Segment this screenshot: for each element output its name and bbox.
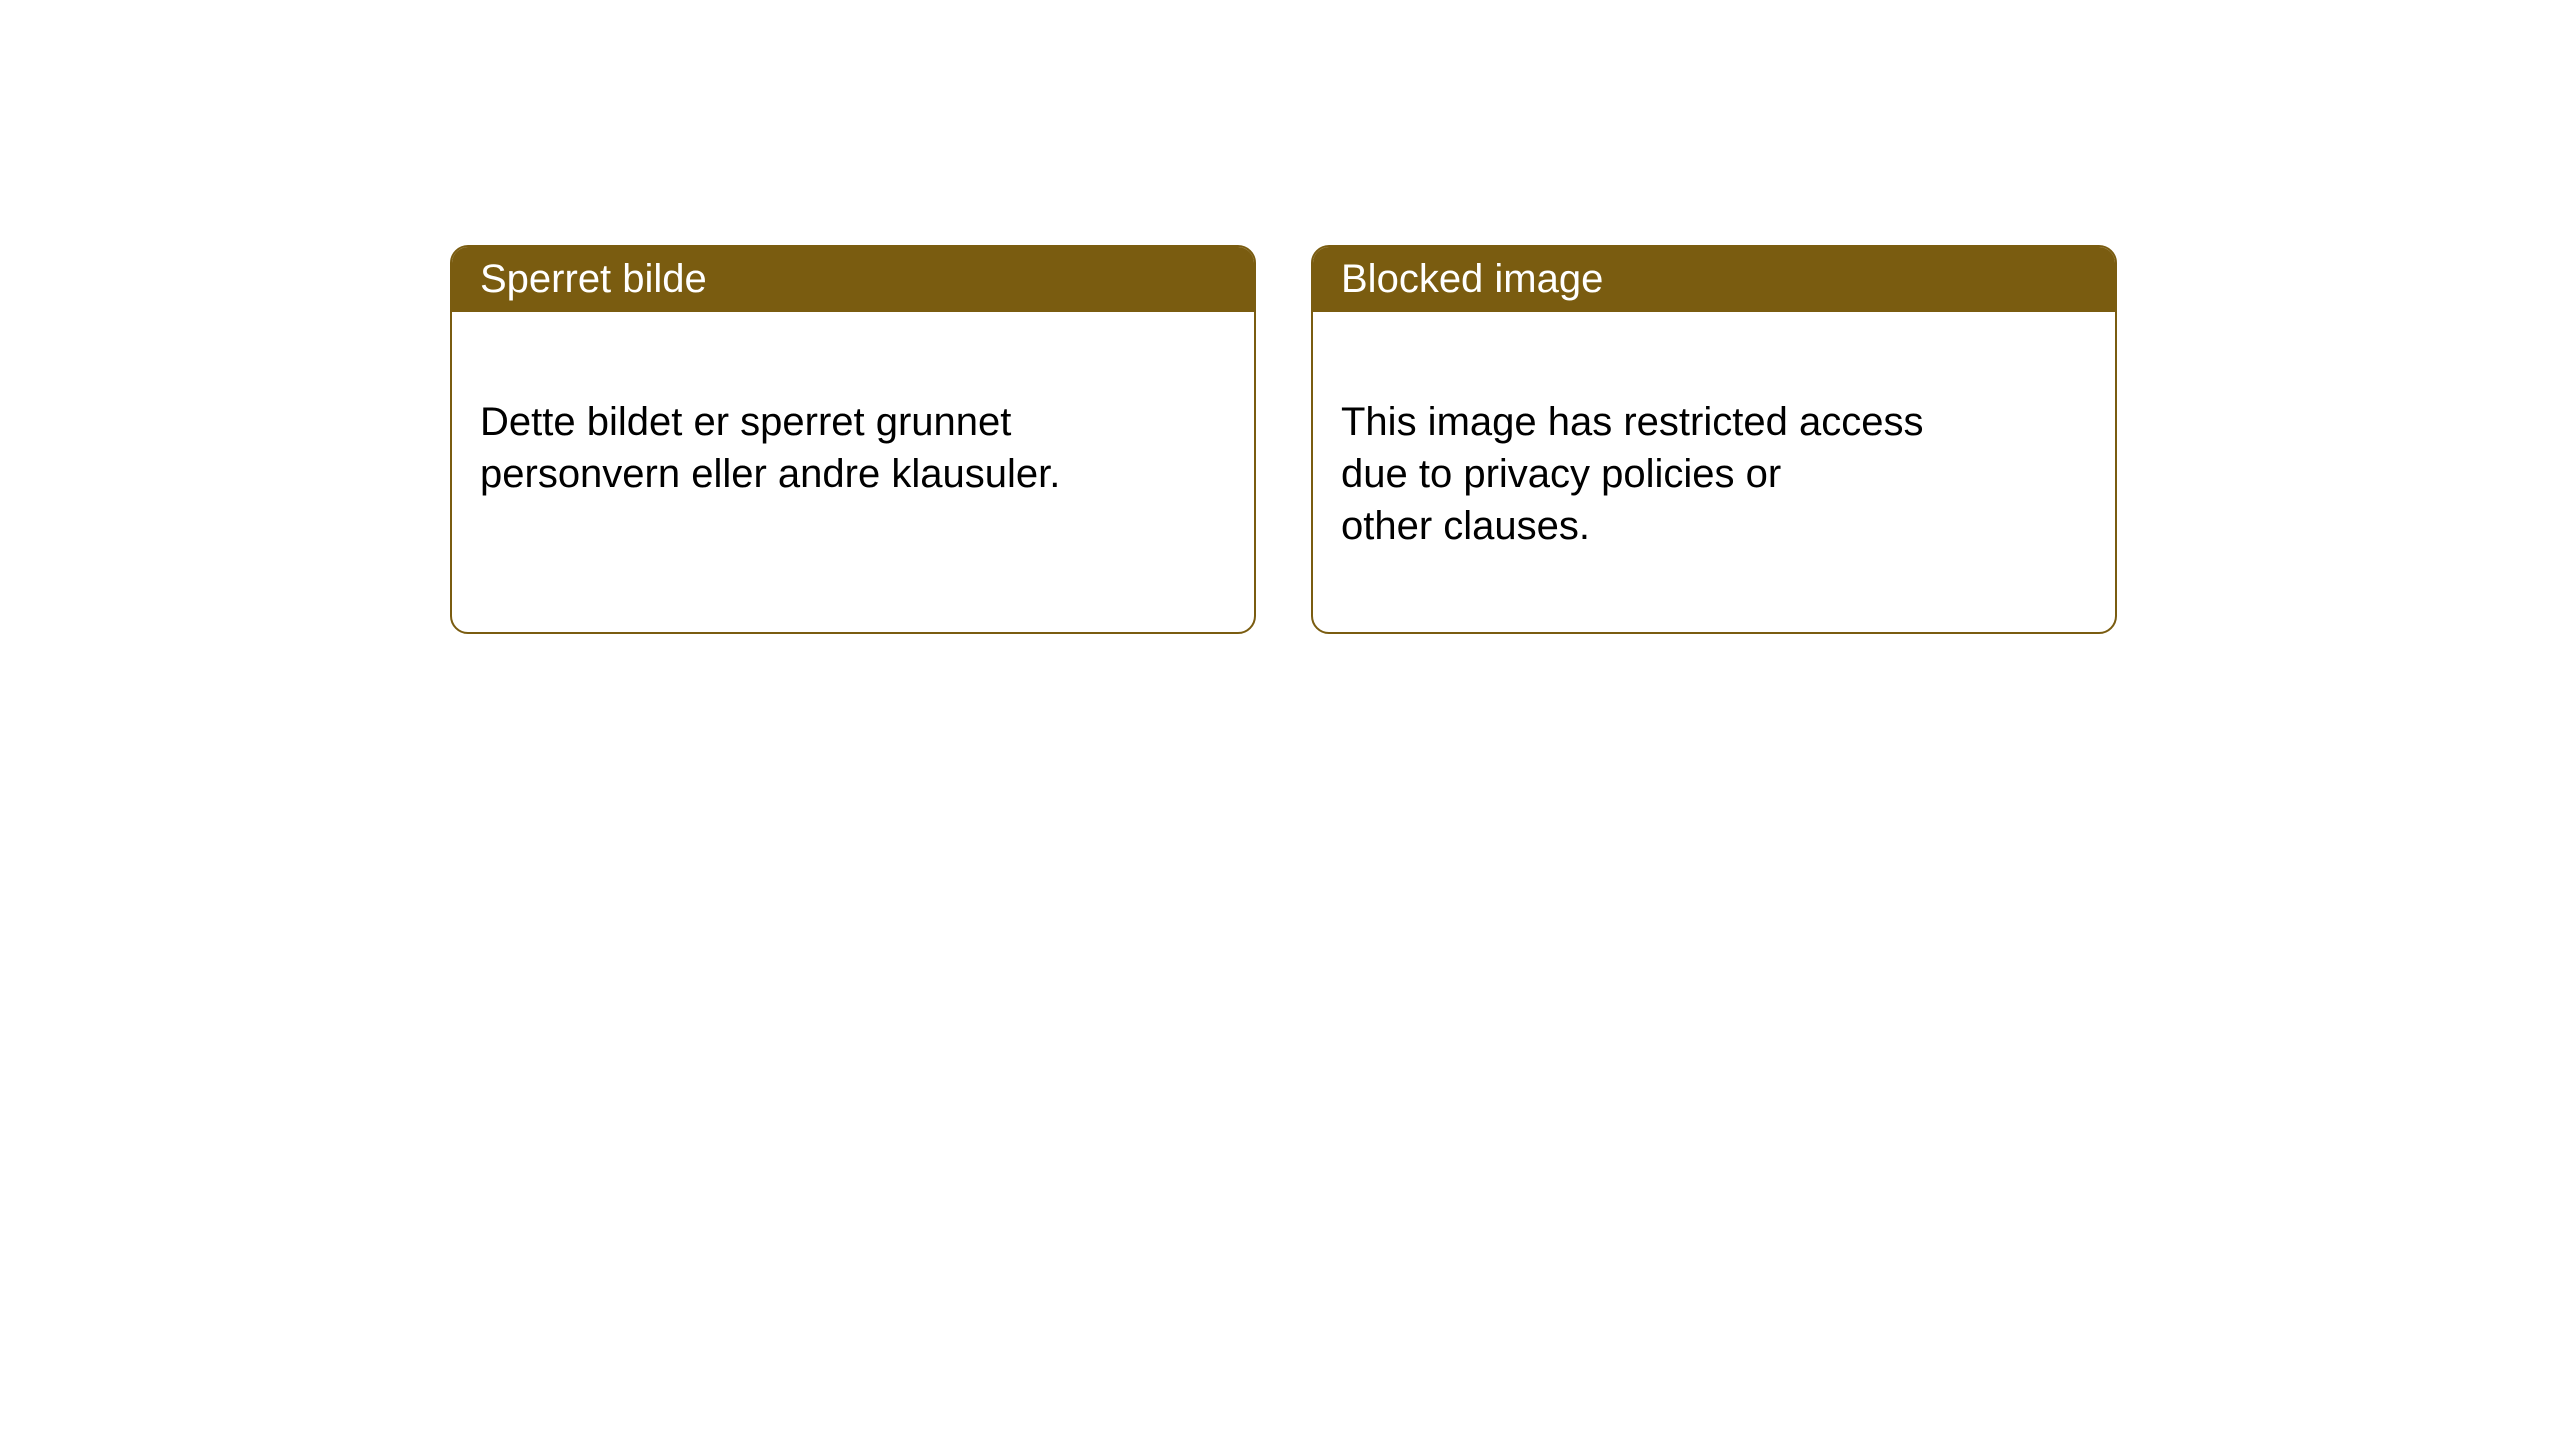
card-header: Sperret bilde xyxy=(452,247,1254,312)
card-header: Blocked image xyxy=(1313,247,2115,312)
card-title: Sperret bilde xyxy=(480,257,707,301)
card-body-text: This image has restricted access due to … xyxy=(1341,400,1923,548)
card-title: Blocked image xyxy=(1341,257,1603,301)
notice-card-english: Blocked image This image has restricted … xyxy=(1311,245,2117,634)
notice-container: Sperret bilde Dette bildet er sperret gr… xyxy=(450,245,2117,634)
notice-card-norwegian: Sperret bilde Dette bildet er sperret gr… xyxy=(450,245,1256,634)
card-body: This image has restricted access due to … xyxy=(1313,312,2115,632)
card-body-text: Dette bildet er sperret grunnet personve… xyxy=(480,400,1060,496)
card-body: Dette bildet er sperret grunnet personve… xyxy=(452,312,1254,580)
